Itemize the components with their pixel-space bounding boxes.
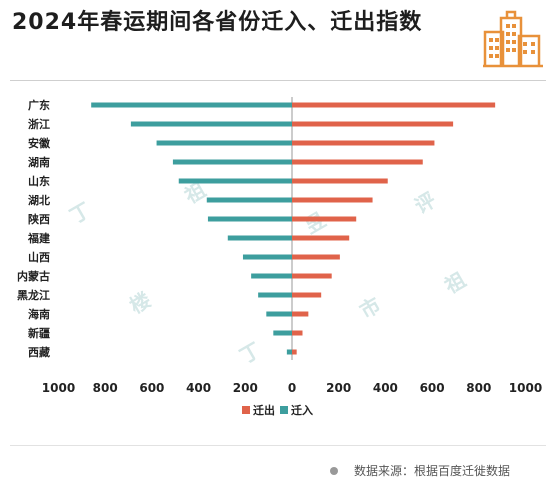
bar-out	[292, 159, 423, 165]
bar-in	[206, 197, 292, 203]
category-label: 福建	[27, 231, 51, 245]
bar-out	[292, 311, 309, 317]
category-label: 陕西	[28, 212, 50, 226]
bar-out	[292, 349, 297, 355]
category-label: 内蒙古	[17, 269, 50, 283]
category-label: 黑龙江	[17, 288, 50, 302]
watermark-char: 丁	[236, 338, 265, 369]
legend-label: 迁出	[253, 403, 275, 417]
x-tick-label: 1000	[509, 381, 542, 395]
category-label: 广东	[28, 98, 50, 112]
bar-in	[286, 349, 292, 355]
x-tick-label: 1000	[42, 381, 75, 395]
bar-in	[266, 311, 292, 317]
bar-out	[292, 235, 350, 241]
watermark-char: 祖	[440, 268, 470, 299]
x-tick-label: 400	[186, 381, 211, 395]
bar-out	[292, 178, 388, 184]
category-label: 湖南	[28, 155, 50, 169]
category-label: 新疆	[28, 326, 50, 340]
watermark-char: 楼	[126, 288, 155, 319]
category-label: 山东	[28, 174, 50, 188]
bar-in	[251, 273, 292, 279]
bar-out	[292, 330, 303, 336]
source-note: 数据来源：根据百度迁徙数据	[330, 462, 548, 480]
x-tick-label: 600	[139, 381, 164, 395]
watermark-char: 丁	[66, 198, 95, 229]
x-tick-label: 800	[93, 381, 118, 395]
header-divider	[10, 80, 546, 81]
bar-in	[172, 159, 292, 165]
bar-in	[130, 121, 292, 127]
footer-divider	[10, 445, 546, 446]
category-label: 西藏	[28, 345, 50, 359]
bar-out	[292, 292, 322, 298]
bar-in	[207, 216, 292, 222]
bar-out	[292, 140, 435, 146]
x-tick-label: 400	[373, 381, 398, 395]
category-label: 海南	[28, 307, 50, 321]
bar-out	[292, 102, 496, 108]
x-tick-label: 600	[420, 381, 445, 395]
bar-in	[258, 292, 292, 298]
bar-out	[292, 216, 357, 222]
bar-out	[292, 273, 332, 279]
category-label: 安徽	[28, 136, 51, 150]
legend-swatch	[280, 406, 288, 414]
legend-label: 迁入	[291, 403, 313, 417]
x-tick-label: 200	[326, 381, 351, 395]
watermark-char: 昱	[301, 208, 330, 239]
bar-in	[91, 102, 292, 108]
bar-in	[178, 178, 292, 184]
x-tick-label: 200	[233, 381, 258, 395]
bar-out	[292, 197, 373, 203]
bar-out	[292, 254, 340, 260]
bar-in	[242, 254, 292, 260]
watermark-char: 评	[411, 188, 440, 219]
bar-in	[227, 235, 292, 241]
watermark-char: 市	[356, 293, 385, 324]
city-buildings-icon	[483, 10, 543, 68]
x-tick-label: 0	[288, 381, 296, 395]
category-label: 湖北	[28, 193, 50, 207]
bullet-dot-icon	[330, 467, 338, 475]
bar-in	[273, 330, 292, 336]
page-title: 2024年春运期间各省份迁入、迁出指数	[12, 10, 423, 35]
bar-in	[156, 140, 292, 146]
source-text: 数据来源：根据百度迁徙数据	[354, 464, 511, 478]
category-label: 浙江	[28, 117, 50, 131]
category-label: 山西	[28, 250, 50, 264]
bar-out	[292, 121, 454, 127]
x-tick-label: 800	[466, 381, 491, 395]
legend-swatch	[242, 406, 250, 414]
